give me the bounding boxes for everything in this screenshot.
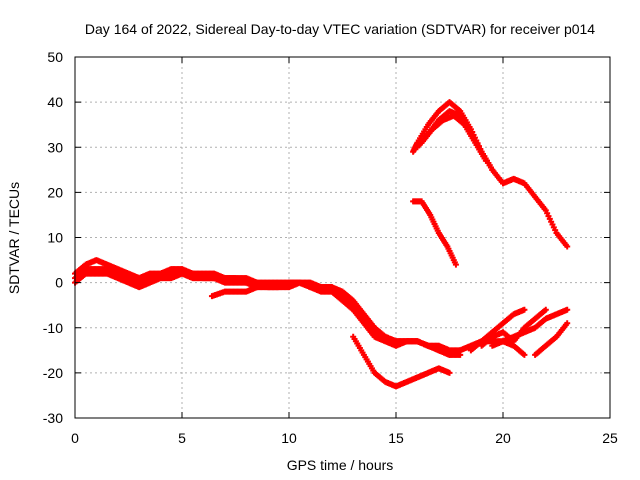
series-track-6 xyxy=(410,198,459,268)
data-point xyxy=(482,157,489,164)
axis-ticks: 0 5 10 15 20 25 -30 -20 -10 0 10 20 30 40 50 xyxy=(43,49,618,446)
x-axis-label: GPS time / hours xyxy=(287,457,394,473)
data-point xyxy=(564,306,571,313)
chart-title: Day 164 of 2022, Sidereal Day-to-day VTE… xyxy=(85,21,595,37)
series-track-4 xyxy=(208,284,260,300)
data-point xyxy=(446,369,453,376)
x-tick-label: 15 xyxy=(388,430,404,446)
grid-lines xyxy=(75,57,610,418)
x-tick-label: 10 xyxy=(281,430,297,446)
y-tick-label: 10 xyxy=(47,230,63,246)
series-track-14 xyxy=(532,320,571,358)
x-tick-label: 0 xyxy=(71,430,79,446)
data-point xyxy=(542,306,549,313)
series-track-5 xyxy=(350,333,453,390)
x-tick-label: 5 xyxy=(178,430,186,446)
y-tick-label: 20 xyxy=(47,184,63,200)
data-point xyxy=(521,351,528,358)
series-track-11 xyxy=(467,306,528,354)
y-tick-label: 50 xyxy=(47,49,63,65)
y-tick-label: -10 xyxy=(43,320,63,336)
data-point xyxy=(452,261,459,268)
series-track-9 xyxy=(418,112,489,164)
data-point xyxy=(564,243,571,250)
y-tick-label: -20 xyxy=(43,365,63,381)
data-point xyxy=(521,306,528,313)
x-tick-label: 25 xyxy=(602,430,618,446)
y-tick-label: -30 xyxy=(43,410,63,426)
series-track-12 xyxy=(478,306,549,349)
series-track-13 xyxy=(489,338,528,358)
y-axis-label: SDTVAR / TECUs xyxy=(6,182,22,294)
data-point xyxy=(253,284,260,291)
y-tick-label: 0 xyxy=(55,275,63,291)
data-series xyxy=(72,99,571,390)
data-point xyxy=(564,320,571,327)
x-tick-label: 20 xyxy=(495,430,511,446)
data-point xyxy=(489,166,496,173)
y-tick-label: 30 xyxy=(47,139,63,155)
y-tick-label: 40 xyxy=(47,94,63,110)
